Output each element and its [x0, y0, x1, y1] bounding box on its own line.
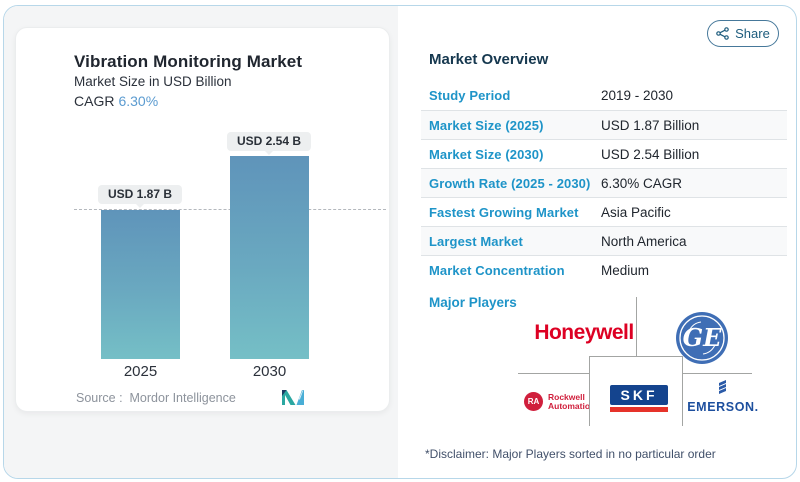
honeywell-logo: Honeywell — [534, 321, 634, 344]
mordor-intelligence-logo-icon — [282, 390, 304, 405]
ge-logo: GE — [676, 312, 728, 364]
table-row-market-size-2030: Market Size (2030) USD 2.54 Billion — [421, 139, 787, 168]
source-label: Source : — [76, 391, 123, 405]
chart-cagr: CAGR 6.30% — [74, 93, 158, 109]
emerson-icon — [719, 380, 726, 394]
share-icon — [716, 27, 729, 40]
major-players-label: Major Players — [429, 295, 517, 310]
table-row-largest-market: Largest Market North America — [421, 226, 787, 255]
table-row-growth-rate: Growth Rate (2025 - 2030) 6.30% CAGR — [421, 168, 787, 197]
cagr-value: 6.30% — [118, 93, 159, 109]
svg-text:GE: GE — [683, 323, 722, 352]
tooltip-arrow — [135, 203, 145, 208]
bar-2030 — [230, 156, 309, 359]
bar-value-label-2030: USD 2.54 B — [226, 132, 312, 155]
skf-logo: SKF — [610, 385, 668, 412]
source-attribution: Source : Mordor Intelligence — [76, 391, 236, 405]
x-axis-label-2025: 2025 — [123, 363, 158, 380]
chart-subtitle: Market Size in USD Billion — [74, 74, 232, 89]
connector-line-vertical — [636, 297, 637, 356]
rockwell-automation-logo: RA Rockwell Automation — [524, 392, 595, 411]
share-button[interactable]: Share — [707, 20, 779, 47]
emerson-logo: EMERSON. — [687, 379, 759, 414]
tooltip-arrow — [264, 150, 274, 155]
skf-red-bar — [610, 407, 668, 412]
overview-table: Study Period 2019 - 2030 Market Size (20… — [421, 81, 787, 284]
chart-title: Vibration Monitoring Market — [74, 52, 303, 71]
disclaimer-text: *Disclaimer: Major Players sorted in no … — [425, 447, 716, 461]
skf-highlight-box: SKF — [589, 356, 683, 426]
connector-line-left — [518, 373, 589, 374]
connector-line-right — [683, 373, 752, 374]
bar-2025 — [101, 210, 180, 359]
cagr-label: CAGR — [74, 93, 115, 109]
table-row-study-period: Study Period 2019 - 2030 — [429, 88, 674, 103]
overview-title: Market Overview — [429, 51, 549, 68]
x-axis-label-2030: 2030 — [252, 363, 287, 380]
outer-card: Vibration Monitoring Market Market Size … — [3, 5, 797, 479]
table-row-market-concentration: Market Concentration Medium — [421, 255, 787, 284]
market-chart-card: Vibration Monitoring Market Market Size … — [15, 27, 390, 412]
share-label: Share — [735, 26, 770, 41]
source-value: Mordor Intelligence — [129, 391, 236, 405]
rockwell-monogram: RA — [524, 392, 543, 411]
table-row-market-size-2025: Market Size (2025) USD 1.87 Billion — [421, 110, 787, 139]
bar-value-label-2025: USD 1.87 B — [97, 185, 183, 208]
table-row-fastest-growing-market: Fastest Growing Market Asia Pacific — [421, 197, 787, 226]
